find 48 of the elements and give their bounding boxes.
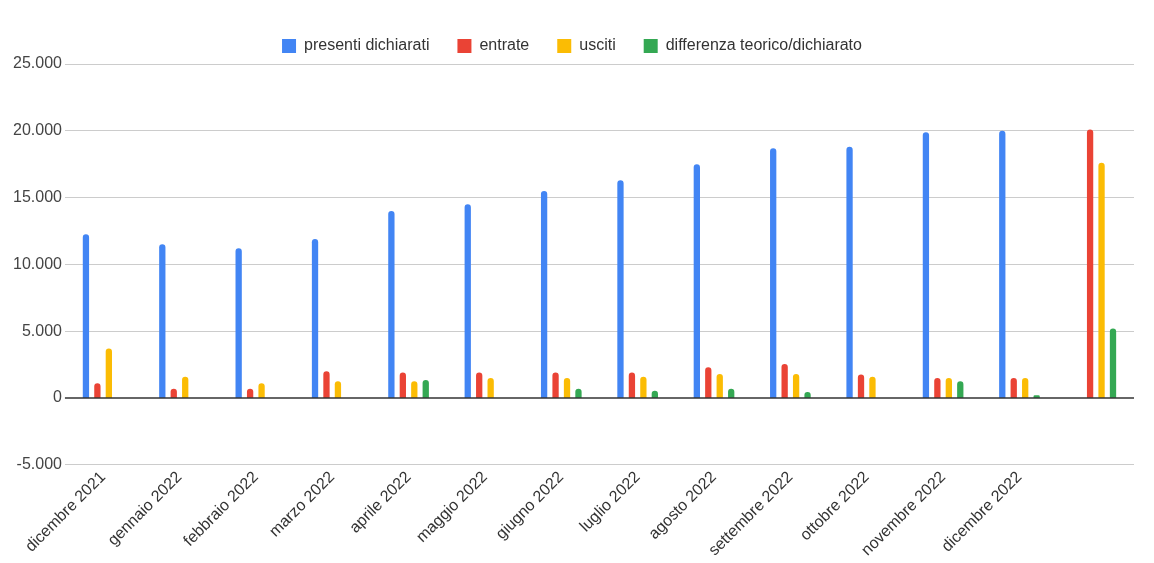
legend-label: entrate (479, 36, 530, 54)
bar (540, 190, 548, 398)
legend-label: differenza teorico/dichiarato (665, 36, 863, 54)
bar (311, 239, 319, 398)
bar (159, 244, 166, 398)
y-tick-label: 25.000 (13, 54, 63, 72)
bar (716, 373, 723, 398)
bar (82, 234, 90, 398)
bar (999, 130, 1006, 398)
y-tick-label: 20.000 (13, 121, 63, 139)
y-tick-label: -5.000 (16, 455, 63, 473)
bar (693, 164, 700, 398)
bar (1010, 377, 1017, 398)
bar (182, 376, 189, 398)
bar (792, 373, 800, 398)
bar (1086, 129, 1094, 398)
bar (628, 372, 636, 398)
bar (1022, 377, 1029, 398)
bar (399, 372, 406, 398)
bar (922, 132, 930, 398)
bar (770, 148, 777, 398)
bar (422, 379, 429, 398)
y-tick-label: 0 (53, 388, 63, 406)
legend-label: usciti (579, 36, 616, 54)
bar (323, 371, 330, 398)
bar (476, 372, 483, 398)
y-tick-label: 10.000 (13, 254, 63, 272)
bar (846, 146, 853, 398)
bar (705, 367, 712, 398)
bar (640, 376, 647, 398)
bar (617, 180, 624, 398)
bar (464, 204, 471, 398)
bar (869, 376, 876, 398)
bar (552, 372, 559, 398)
legend-label: presenti dichiarati (304, 36, 430, 54)
bar (105, 348, 112, 398)
y-tick-label: 15.000 (13, 188, 63, 206)
bar (1109, 328, 1117, 398)
y-tick-label: 5.000 (21, 321, 63, 339)
bar (945, 377, 952, 398)
bar (934, 377, 941, 398)
bar (1098, 162, 1105, 398)
bar (563, 377, 571, 398)
bar (781, 363, 788, 398)
bar (388, 210, 395, 398)
bar (857, 374, 865, 398)
bar (235, 248, 242, 398)
bar (487, 377, 494, 398)
